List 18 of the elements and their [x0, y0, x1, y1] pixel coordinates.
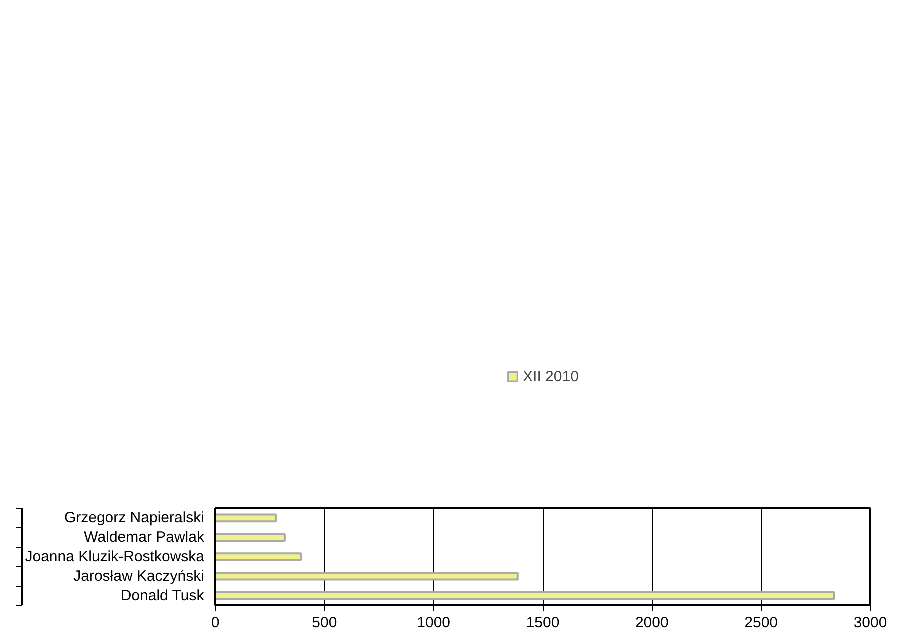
bar	[216, 572, 519, 581]
x-tick-label: 2500	[744, 614, 778, 632]
x-tick-label: 500	[312, 614, 338, 632]
legend-label: XII 2010	[523, 368, 579, 386]
x-tick-label: 2000	[635, 614, 669, 632]
y-tick-label: Waldemar Pawlak	[84, 529, 205, 546]
y-tick-label: Jarosław Kaczyński	[74, 568, 205, 585]
bar	[216, 552, 302, 562]
x-tick-label: 1000	[417, 614, 451, 632]
bar	[216, 514, 277, 523]
y-tick-label: Grzegorz Napieralski	[64, 510, 204, 527]
x-tick-label: 0	[211, 614, 220, 632]
y-tick-label: Joanna Kluzik-Rostkowska	[25, 548, 206, 566]
x-tick-label: 1500	[526, 614, 560, 632]
y-tick-label: Donald Tusk	[120, 587, 205, 604]
bar	[216, 591, 836, 600]
x-tick-label: 3000	[854, 614, 888, 632]
bar	[216, 533, 286, 542]
